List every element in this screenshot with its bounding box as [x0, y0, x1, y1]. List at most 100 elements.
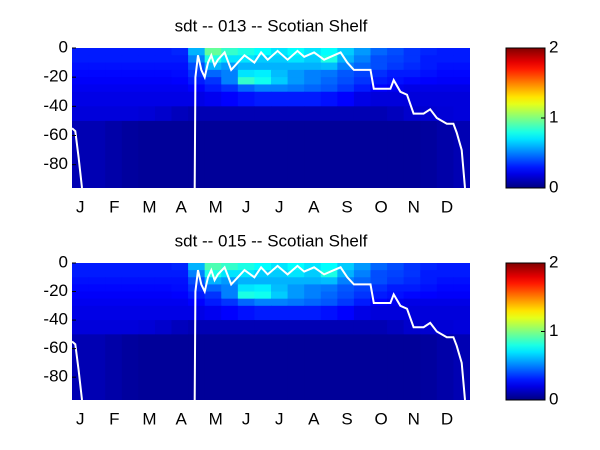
heat-cell [370, 305, 388, 321]
heat-cell [72, 298, 90, 307]
heat-cell [453, 270, 470, 278]
heat-cell [72, 62, 90, 71]
heat-cell [121, 84, 139, 93]
heat-cell [453, 77, 470, 85]
heat-cell [72, 291, 90, 300]
heat-cell [353, 77, 371, 85]
heat-cell [420, 55, 438, 64]
heat-cell [370, 48, 388, 56]
heat-cell [320, 91, 338, 107]
heat-cell [221, 305, 239, 321]
heat-cell [154, 120, 172, 188]
depth-line [72, 49, 466, 188]
heat-cell [287, 120, 305, 188]
heat-cell [138, 55, 156, 64]
heat-cell [287, 298, 305, 307]
heat-cell [453, 55, 470, 64]
heat-cell [88, 270, 106, 278]
y-tick-label: -60 [43, 125, 68, 144]
heat-cell [88, 48, 106, 56]
heat-cell [337, 277, 355, 285]
heat-cell [154, 270, 172, 278]
heat-cell [420, 270, 438, 278]
heat-cell [420, 69, 438, 78]
heat-cell [287, 334, 305, 400]
heat-cell [271, 62, 289, 71]
heat-cell [154, 48, 172, 56]
heat-cell [204, 120, 222, 188]
heat-cell [387, 284, 405, 293]
heat-cell [403, 55, 421, 64]
y-tick-label: -80 [43, 367, 68, 386]
heat-cell [221, 77, 239, 85]
x-tick-label: M [142, 197, 156, 216]
heat-cell [221, 55, 239, 64]
heat-cell [337, 120, 355, 188]
heat-cell [436, 55, 454, 64]
heat-cell [188, 91, 206, 107]
heat-cell [105, 270, 123, 278]
heat-cell [353, 284, 371, 293]
heat-cell [171, 291, 189, 300]
heat-cell [304, 48, 322, 56]
colorbar [505, 262, 546, 401]
colorbar-tick-label: 0 [549, 177, 558, 196]
heat-cell [436, 263, 454, 271]
heat-cell [154, 291, 172, 300]
heat-cell [88, 298, 106, 307]
heat-cell [138, 48, 156, 56]
heat-cell [420, 291, 438, 300]
heat-cell [353, 69, 371, 78]
heat-cell [387, 270, 405, 278]
heat-cell [353, 291, 371, 300]
heat-cell [171, 91, 189, 107]
heat-cell [387, 298, 405, 307]
heat-cell [287, 277, 305, 285]
heat-cell [237, 69, 255, 78]
heat-cell [254, 284, 272, 293]
heat-cell [436, 62, 454, 71]
x-tick-label: M [209, 197, 223, 216]
heat-cell [304, 334, 322, 400]
heat-cell [436, 305, 454, 321]
heat-cell [287, 84, 305, 93]
heat-cell [271, 69, 289, 78]
heat-cell [171, 120, 189, 188]
heat-cell [88, 263, 106, 271]
heat-cell [320, 106, 338, 122]
heat-cell [72, 106, 90, 122]
heat-cell [171, 277, 189, 285]
heat-cell [105, 69, 123, 78]
heat-cell [237, 277, 255, 285]
heat-cell [387, 62, 405, 71]
heat-cell [353, 62, 371, 71]
heat-cell [337, 106, 355, 122]
heat-cell [88, 277, 106, 285]
heat-cell [88, 91, 106, 107]
x-tick-label: J [242, 409, 251, 428]
heat-cell [353, 263, 371, 271]
heat-cell [337, 284, 355, 293]
heat-cell [138, 291, 156, 300]
heat-cell [403, 69, 421, 78]
heat-cell [320, 77, 338, 85]
heat-cell [237, 120, 255, 188]
heat-cell [121, 334, 139, 400]
heat-cell [88, 69, 106, 78]
x-tick-label: M [142, 409, 156, 428]
heat-cell [320, 69, 338, 78]
heat-cell [204, 320, 222, 335]
depth-line [72, 264, 466, 400]
heat-cell [453, 284, 470, 293]
heat-cell [337, 77, 355, 85]
heat-cell [171, 263, 189, 271]
heat-cell [138, 84, 156, 93]
heat-cell [436, 320, 454, 335]
heat-cell [436, 48, 454, 56]
heat-cell [121, 263, 139, 271]
heat-cell [436, 77, 454, 85]
heat-cell [387, 55, 405, 64]
heat-cell [320, 48, 338, 56]
heat-cell [171, 320, 189, 335]
heat-cell [420, 120, 438, 188]
